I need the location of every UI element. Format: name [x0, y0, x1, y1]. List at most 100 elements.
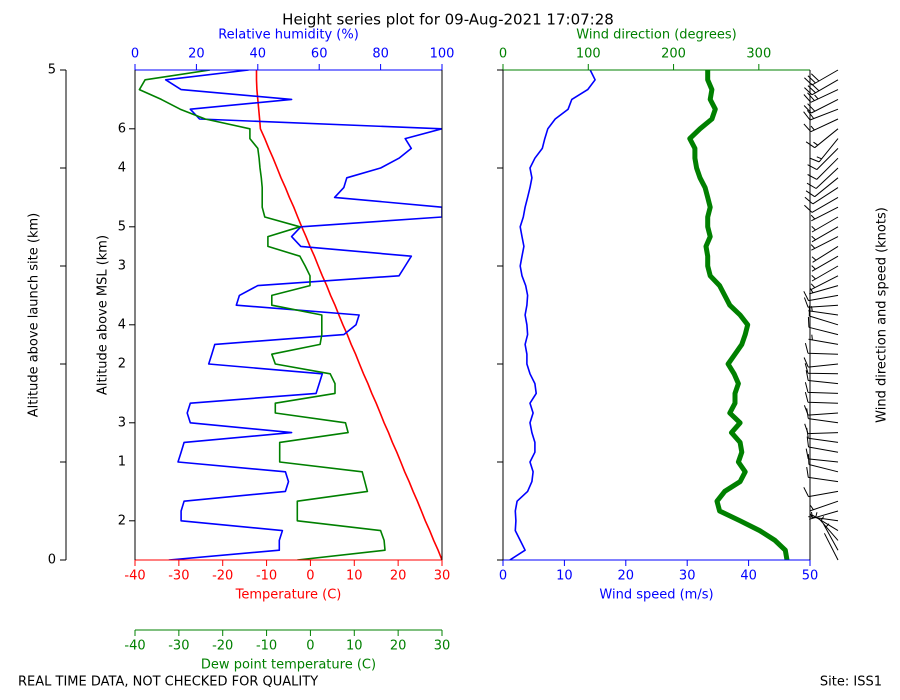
site-label: Site: ISS1	[820, 675, 882, 690]
y2-tick-label: 3	[118, 415, 126, 430]
wind-barb	[806, 427, 839, 443]
wind-barb	[811, 265, 839, 282]
wind-barb	[803, 487, 839, 498]
series-line	[164, 70, 442, 560]
plot-lines	[509, 70, 790, 560]
wind-barb	[805, 370, 839, 385]
wind-barb	[808, 306, 839, 316]
wind-barb	[803, 297, 839, 308]
wind-barb	[804, 423, 839, 435]
x-axis-label: Dew point temperature (C)	[201, 658, 376, 673]
wind-barb	[803, 357, 839, 368]
quality-note: REAL TIME DATA, NOT CHECKED FOR QUALITY	[18, 675, 318, 690]
x-tick-label: 10	[556, 569, 573, 584]
wind-barb	[803, 89, 839, 103]
x-tick-label: 20	[390, 569, 407, 584]
wind-barb	[804, 363, 839, 375]
x-tick-label: -30	[168, 569, 189, 584]
wind-barb	[806, 436, 839, 453]
y-tick-label: 2	[118, 357, 126, 372]
series-line	[255, 70, 442, 560]
wind-barb	[810, 236, 839, 251]
y2-tick-label: 2	[118, 513, 126, 528]
wind-barb	[811, 255, 839, 272]
x-tick-label: -20	[212, 639, 233, 654]
wind-barb	[823, 533, 839, 561]
wind-barb	[807, 454, 839, 473]
wind-barb	[809, 500, 839, 512]
x-axis-label: Wind direction (degrees)	[576, 28, 736, 43]
wind-barb	[804, 382, 839, 394]
x-tick-label: 20	[188, 47, 205, 62]
x-tick-label: -10	[256, 569, 277, 584]
wind-barb	[809, 285, 839, 295]
x-tick-label: 30	[434, 569, 451, 584]
x-tick-label: 50	[802, 569, 819, 584]
wind-barb	[811, 216, 839, 233]
x-tick-label: -40	[124, 639, 145, 654]
x-tick-label: 0	[306, 639, 314, 654]
wind-barb	[803, 291, 839, 302]
wind-barb	[808, 334, 839, 345]
x-tick-label: 100	[430, 47, 455, 62]
y-tick-label: 5	[48, 63, 56, 78]
y-tick-label: 3	[118, 259, 126, 274]
barb-label: Wind direction and speed (knots)	[875, 207, 890, 423]
x-tick-label: 300	[746, 47, 771, 62]
wind-barb	[803, 118, 839, 133]
x-tick-label: 0	[499, 569, 507, 584]
wind-barb	[807, 157, 839, 180]
plot-lines	[138, 70, 442, 560]
x-tick-label: -10	[256, 639, 277, 654]
wind-barb	[809, 138, 839, 163]
x-tick-label: 80	[372, 47, 389, 62]
x-tick-label: 10	[346, 569, 363, 584]
x-tick-label: 0	[131, 47, 139, 62]
series-line	[687, 70, 790, 560]
x-tick-label: 40	[740, 569, 757, 584]
wind-barb	[805, 128, 839, 149]
x-tick-label: 20	[390, 639, 407, 654]
wind-barb	[810, 275, 839, 290]
wind-barb	[803, 108, 839, 121]
y2-tick-label: 6	[118, 121, 126, 136]
wind-barb	[804, 342, 839, 355]
wind-barb	[803, 98, 839, 114]
x-tick-label: 60	[311, 47, 328, 62]
x-tick-label: 30	[434, 639, 451, 654]
y-axis-label: Altitude above launch site (km)	[27, 213, 42, 417]
wind-barb	[806, 467, 839, 483]
y-tick-label: 0	[48, 553, 56, 568]
wind-barb	[810, 206, 839, 222]
wind-barb	[805, 448, 839, 463]
series-line	[509, 70, 596, 560]
y2-tick-label: 4	[118, 317, 126, 332]
x-tick-label: 30	[679, 569, 696, 584]
x-tick-label: 20	[618, 569, 635, 584]
x-tick-label: -40	[124, 569, 145, 584]
x-tick-label: 10	[346, 639, 363, 654]
wind-barb	[804, 69, 839, 86]
x-axis-label: Temperature (C)	[235, 588, 342, 603]
x-tick-label: -30	[168, 639, 189, 654]
wind-barb	[809, 510, 839, 520]
x-tick-label: 40	[250, 47, 267, 62]
wind-barb	[811, 245, 839, 263]
x-tick-label: -20	[212, 569, 233, 584]
wind-barb	[803, 405, 839, 416]
y2-axis-label: Altitude above MSL (km)	[96, 235, 111, 395]
wind-barb	[811, 226, 839, 243]
wind-barb	[804, 79, 839, 96]
wind-barb	[806, 408, 839, 424]
wind-barb	[805, 177, 839, 198]
x-tick-label: 0	[499, 47, 507, 62]
y2-tick-label: 5	[118, 219, 126, 234]
wind-barb	[807, 148, 839, 171]
series-line	[138, 70, 386, 560]
chart-title: Height series plot for 09-Aug-2021 17:07…	[282, 11, 614, 29]
x-tick-label: 0	[306, 569, 314, 584]
y-tick-label: 4	[118, 161, 126, 176]
wind-barb	[804, 196, 839, 213]
x-axis-label: Wind speed (m/s)	[599, 588, 713, 603]
